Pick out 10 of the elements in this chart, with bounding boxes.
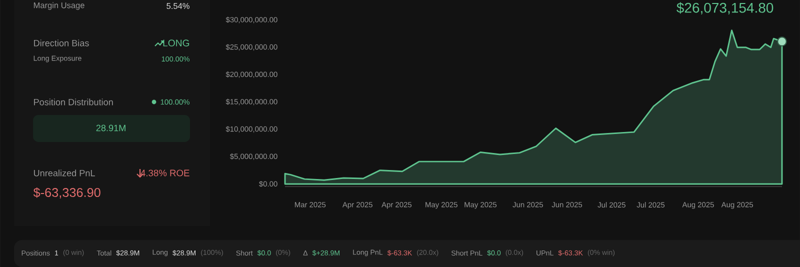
text: 28.91M: [96, 124, 126, 132]
text: 4.38% ROE: [140, 170, 190, 176]
text: Position Distribution: [34, 98, 113, 106]
text: $-63,336.90: [33, 187, 100, 198]
text: Unrealized PnL: [34, 170, 95, 176]
annotation: $26,073,154.80: [676, 2, 774, 14]
text: Direction Bias: [34, 40, 89, 46]
text: Margin Usage: [34, 2, 84, 10]
text: 5.54%: [166, 3, 190, 9]
text: LONG: [163, 40, 190, 46]
